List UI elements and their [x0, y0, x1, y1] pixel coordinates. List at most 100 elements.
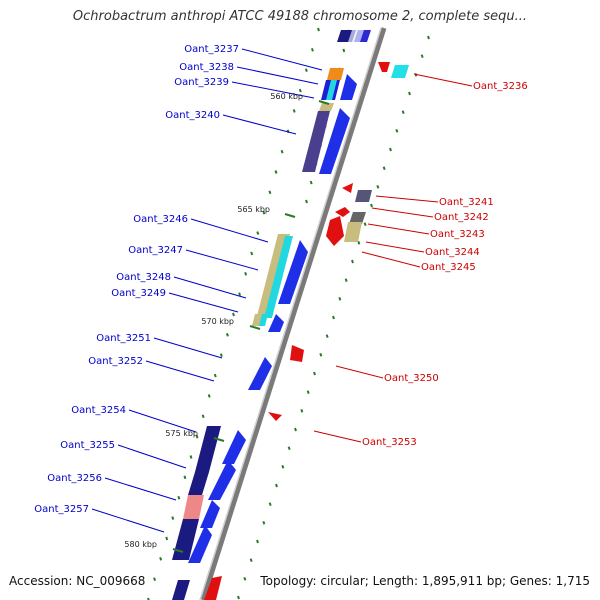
gene-label: Oant_3255 [60, 440, 115, 451]
gene-block [349, 212, 366, 224]
gene-block [326, 80, 337, 100]
gene-arrow-reverse [326, 216, 344, 246]
track-dash [382, 166, 386, 170]
track-dash [244, 271, 248, 276]
gene-arrow-reverse [268, 412, 282, 421]
gene-label: Oant_3252 [88, 356, 143, 367]
track-dash [338, 297, 342, 301]
track-dash [195, 434, 199, 439]
track-dash [357, 241, 361, 245]
gene-arrow-reverse [204, 576, 222, 600]
track-dash [351, 259, 354, 264]
track-dash [238, 292, 242, 296]
label-leader-line [145, 360, 215, 382]
position-tick-mark [172, 548, 184, 553]
gene-block [188, 472, 209, 495]
position-tick-label: 570 kbp [201, 317, 234, 326]
track-dash [319, 353, 323, 357]
track-dash [165, 536, 169, 541]
gene-arrow [208, 460, 236, 500]
track-dash [408, 91, 411, 96]
gene-block-highlight [348, 30, 364, 42]
track-dash [219, 353, 223, 358]
label-leader-line [367, 223, 430, 235]
track-dash [159, 556, 163, 561]
label-leader-line [185, 249, 259, 271]
label-leader-line [313, 430, 362, 443]
gene-label: Oant_3251 [96, 333, 151, 344]
gene-block [319, 103, 334, 111]
gene-arrow [268, 314, 284, 332]
label-leader-line [153, 337, 223, 359]
track-dash [313, 371, 316, 376]
gene-label: Oant_3250 [384, 373, 439, 384]
track-dash [201, 414, 205, 419]
track-dash [243, 577, 247, 581]
gene-arrow [188, 525, 212, 563]
gene-block [344, 222, 362, 242]
gene-block [355, 190, 372, 202]
track-dash [310, 48, 314, 52]
track-dash [274, 170, 278, 174]
gene-label: Oant_3256 [47, 473, 102, 484]
gene-label: Oant_3244 [425, 247, 480, 258]
track-dash [344, 278, 348, 282]
gene-label: Oant_3246 [133, 214, 188, 225]
position-tick-mark [249, 325, 261, 330]
gene-label: Oant_3249 [111, 288, 166, 299]
label-leader-line [375, 195, 439, 203]
track-dash [298, 88, 302, 93]
track-dash [256, 539, 259, 544]
track-dash [153, 577, 157, 581]
gene-block [183, 495, 204, 519]
gene-label: Oant_3237 [184, 44, 239, 55]
track-dash [325, 334, 329, 338]
label-leader-line [104, 477, 177, 501]
position-tick-mark [213, 437, 225, 442]
track-dash [304, 68, 308, 73]
track-dash [376, 185, 380, 189]
gene-label: Oant_3241 [439, 197, 494, 208]
chromosome-backbone-highlight [199, 27, 382, 600]
gene-block [172, 580, 190, 600]
track-dash [427, 35, 430, 40]
track-dash [256, 231, 260, 235]
label-leader-line [117, 444, 187, 469]
gene-label: Oant_3247 [128, 245, 183, 256]
label-leaders [91, 48, 473, 533]
gene-arrow-reverse [335, 207, 350, 217]
gene-label: Oant_3245 [421, 262, 476, 273]
track-dash [207, 394, 211, 398]
label-leader-line [241, 48, 323, 71]
position-tick-mark [284, 213, 296, 218]
gene-block [259, 314, 268, 326]
label-leader-line [91, 508, 165, 533]
label-leader-line [190, 218, 269, 243]
track-dash [281, 465, 285, 469]
gene-label: Oant_3236 [473, 81, 528, 92]
gene-block [327, 68, 344, 80]
gene-label: Oant_3238 [179, 62, 234, 73]
gene-label: Oant_3253 [362, 437, 417, 448]
track-dash [389, 147, 392, 152]
track-dash [342, 48, 346, 53]
gene-arrow-reverse [378, 62, 390, 72]
gene-arrow [248, 357, 272, 390]
gene-label: Oant_3257 [34, 504, 89, 515]
gene-label: Oant_3242 [434, 212, 489, 223]
gene-label: Oant_3243 [430, 229, 485, 240]
position-tick-mark [318, 100, 330, 105]
gene-label: Oant_3254 [71, 405, 126, 416]
label-leader-line [128, 409, 197, 433]
track-dash [317, 27, 320, 32]
track-dash [275, 483, 278, 488]
track-dash [183, 475, 187, 480]
position-ticks: 560 kbp 565 kbp 570 kbp 575 kbp 580 kbp [124, 92, 330, 553]
genome-summary-text: Topology: circular; Length: 1,895,911 bp… [260, 574, 590, 588]
label-leader-line [168, 292, 239, 313]
track-dash [306, 390, 310, 394]
gene-label: Oant_3248 [116, 272, 171, 283]
track-dash [237, 595, 240, 600]
track-dash [280, 149, 284, 154]
